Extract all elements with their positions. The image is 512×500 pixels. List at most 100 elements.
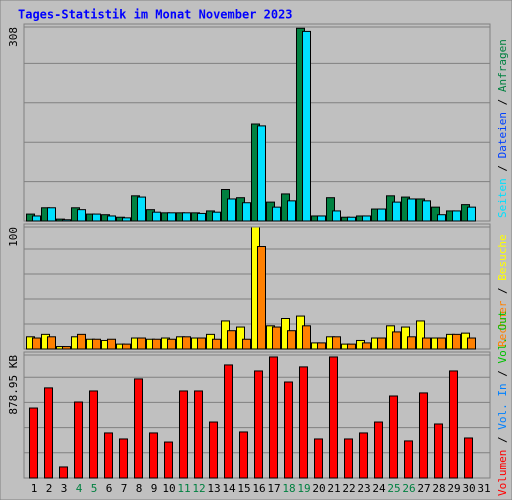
bar xyxy=(329,356,338,479)
legend-entry: Volumen xyxy=(496,450,509,496)
x-tick-label: 12 xyxy=(192,482,205,495)
bar xyxy=(149,432,158,479)
legend-entry: Anfragen xyxy=(496,39,509,92)
bar xyxy=(32,215,41,222)
x-tick-label: 27 xyxy=(417,482,430,495)
bar xyxy=(302,325,311,350)
legend: Seiten / Dateien / Anfragen xyxy=(496,39,509,218)
bar xyxy=(374,421,383,479)
bar xyxy=(242,202,251,222)
bar xyxy=(422,200,431,222)
bar xyxy=(167,212,176,222)
x-tick-label: 19 xyxy=(297,482,310,495)
bar xyxy=(92,213,101,222)
bar xyxy=(431,206,440,222)
legend: Volumen / Vol. In / Vol. Out xyxy=(496,311,509,496)
legend-entry: Seiten xyxy=(496,178,509,218)
bar xyxy=(332,336,341,350)
x-tick-label: 14 xyxy=(222,482,236,495)
bar xyxy=(377,208,386,222)
bar xyxy=(197,337,206,350)
bar xyxy=(152,211,161,222)
x-tick-label: 13 xyxy=(207,482,220,495)
bar xyxy=(389,395,398,479)
bar xyxy=(62,219,71,222)
bar xyxy=(179,390,188,479)
bar xyxy=(269,356,278,479)
bar xyxy=(77,209,86,222)
x-tick-label: 15 xyxy=(237,482,250,495)
bar xyxy=(122,217,131,222)
bar xyxy=(194,390,203,479)
bar xyxy=(182,212,191,222)
bar xyxy=(287,200,296,222)
legend-separator: / xyxy=(496,281,509,301)
bar xyxy=(152,338,161,350)
bar xyxy=(164,441,173,479)
bar xyxy=(32,337,41,350)
x-tick-label: 20 xyxy=(312,482,325,495)
bar xyxy=(467,337,476,350)
x-tick-label: 26 xyxy=(402,482,415,495)
bar xyxy=(272,206,281,222)
bar xyxy=(104,432,113,479)
bar xyxy=(422,337,431,350)
bar xyxy=(209,421,218,479)
bar xyxy=(254,370,263,479)
x-tick-label: 2 xyxy=(46,482,53,495)
legend: Rechner / Besuche xyxy=(496,234,509,347)
bar xyxy=(284,381,293,479)
bar xyxy=(92,338,101,350)
bar xyxy=(287,330,296,350)
bar xyxy=(437,214,446,222)
bar xyxy=(107,215,116,222)
bar xyxy=(182,336,191,350)
bar xyxy=(29,407,38,479)
bar xyxy=(362,215,371,222)
legend-entry: Dateien xyxy=(496,112,509,158)
x-tick-label: 8 xyxy=(136,482,143,495)
x-tick-label: 18 xyxy=(282,482,295,495)
legend-separator: / xyxy=(496,158,509,178)
bar xyxy=(407,198,416,222)
x-tick-label: 1 xyxy=(31,482,38,495)
bar xyxy=(344,438,353,479)
bar xyxy=(347,216,356,222)
bar xyxy=(137,337,146,350)
bar xyxy=(137,196,146,222)
bar xyxy=(134,378,143,479)
bar xyxy=(89,390,98,479)
bar xyxy=(317,342,326,350)
bar xyxy=(257,125,266,222)
y-tick-label: 878.95 KB xyxy=(7,355,20,415)
x-tick-label: 22 xyxy=(342,482,355,495)
legend-separator: / xyxy=(496,364,509,384)
x-tick-label: 4 xyxy=(76,482,83,495)
bar xyxy=(236,326,245,350)
bar xyxy=(452,333,461,350)
x-tick-label: 10 xyxy=(162,482,175,495)
x-tick-label: 6 xyxy=(106,482,113,495)
bar xyxy=(212,338,221,350)
x-tick-label: 21 xyxy=(327,482,340,495)
legend-entry: Vol. Out xyxy=(496,311,509,364)
bar xyxy=(74,401,83,479)
chart-title: Tages-Statistik im Monat November 2023 xyxy=(18,8,293,22)
x-tick-label: 23 xyxy=(357,482,370,495)
y-tick-label: 100 xyxy=(7,227,20,247)
bar xyxy=(377,337,386,350)
bar xyxy=(404,440,413,479)
bar xyxy=(434,423,443,479)
bar xyxy=(107,338,116,350)
x-tick-label: 29 xyxy=(447,482,460,495)
bar xyxy=(119,438,128,479)
x-tick-label: 3 xyxy=(61,482,68,495)
bar xyxy=(437,337,446,350)
bar xyxy=(239,431,248,479)
bar xyxy=(392,201,401,222)
bar xyxy=(167,338,176,350)
x-tick-label: 31 xyxy=(477,482,490,495)
legend-entry: Rechner xyxy=(496,300,509,347)
bar xyxy=(299,366,308,479)
